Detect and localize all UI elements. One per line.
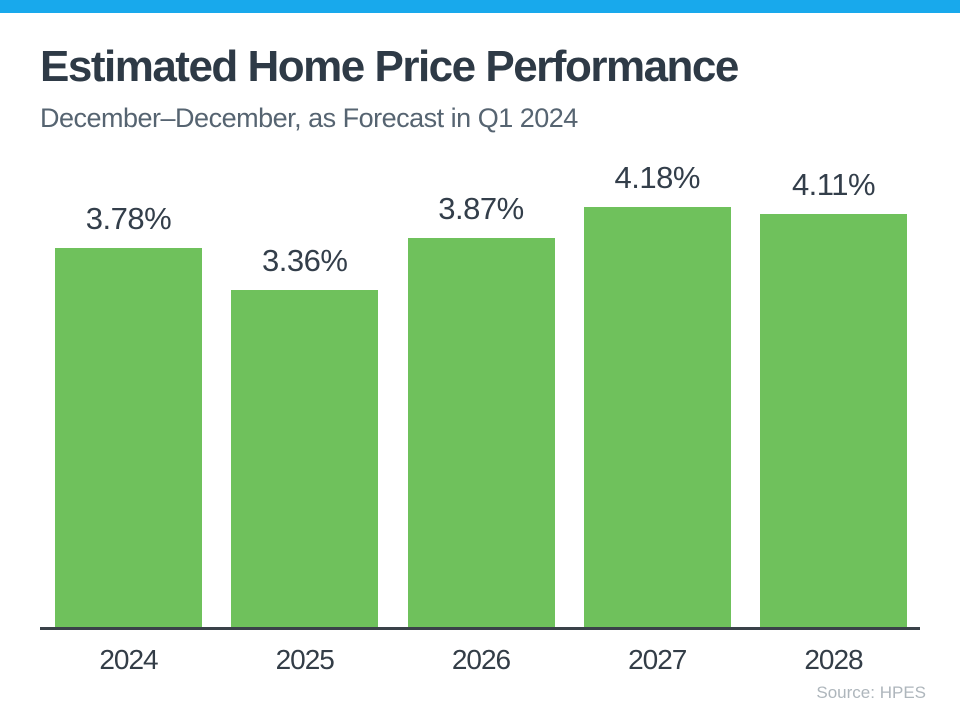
plot-area: 3.78% 3.36% 3.87% 4.18% 4.11% (55, 160, 907, 628)
bar-group: 4.11% (760, 167, 907, 628)
source-note: Source: HPES (816, 683, 926, 702)
bar-group: 4.18% (583, 160, 731, 628)
bar (407, 238, 555, 628)
bar-group: 3.36% (231, 243, 379, 628)
bar-group: 3.78% (55, 201, 202, 628)
bar (55, 248, 202, 628)
x-tick-label: 2027 (628, 644, 687, 675)
x-tick-label: 2028 (804, 644, 863, 675)
x-tick-label: 2024 (99, 644, 158, 675)
top-accent-bar (0, 0, 960, 13)
bar (231, 290, 379, 628)
x-axis-line (40, 627, 920, 630)
bar (760, 214, 907, 628)
bar (583, 207, 731, 628)
chart-subtitle: December–December, as Forecast in Q1 202… (40, 103, 578, 133)
bar-value-label: 3.36% (262, 243, 348, 278)
bar-group: 3.87% (407, 191, 555, 628)
chart-title: Estimated Home Price Performance (40, 42, 739, 91)
x-axis-tick-row: 2024 2025 2026 2027 2028 (55, 644, 907, 676)
bar-value-label: 4.11% (791, 167, 876, 202)
bar-value-label: 4.18% (614, 160, 701, 195)
x-tick-label: 2026 (451, 644, 511, 675)
bar-value-label: 3.87% (438, 191, 524, 226)
x-tick-label: 2025 (275, 644, 335, 675)
bar-value-label: 3.78% (85, 201, 172, 236)
